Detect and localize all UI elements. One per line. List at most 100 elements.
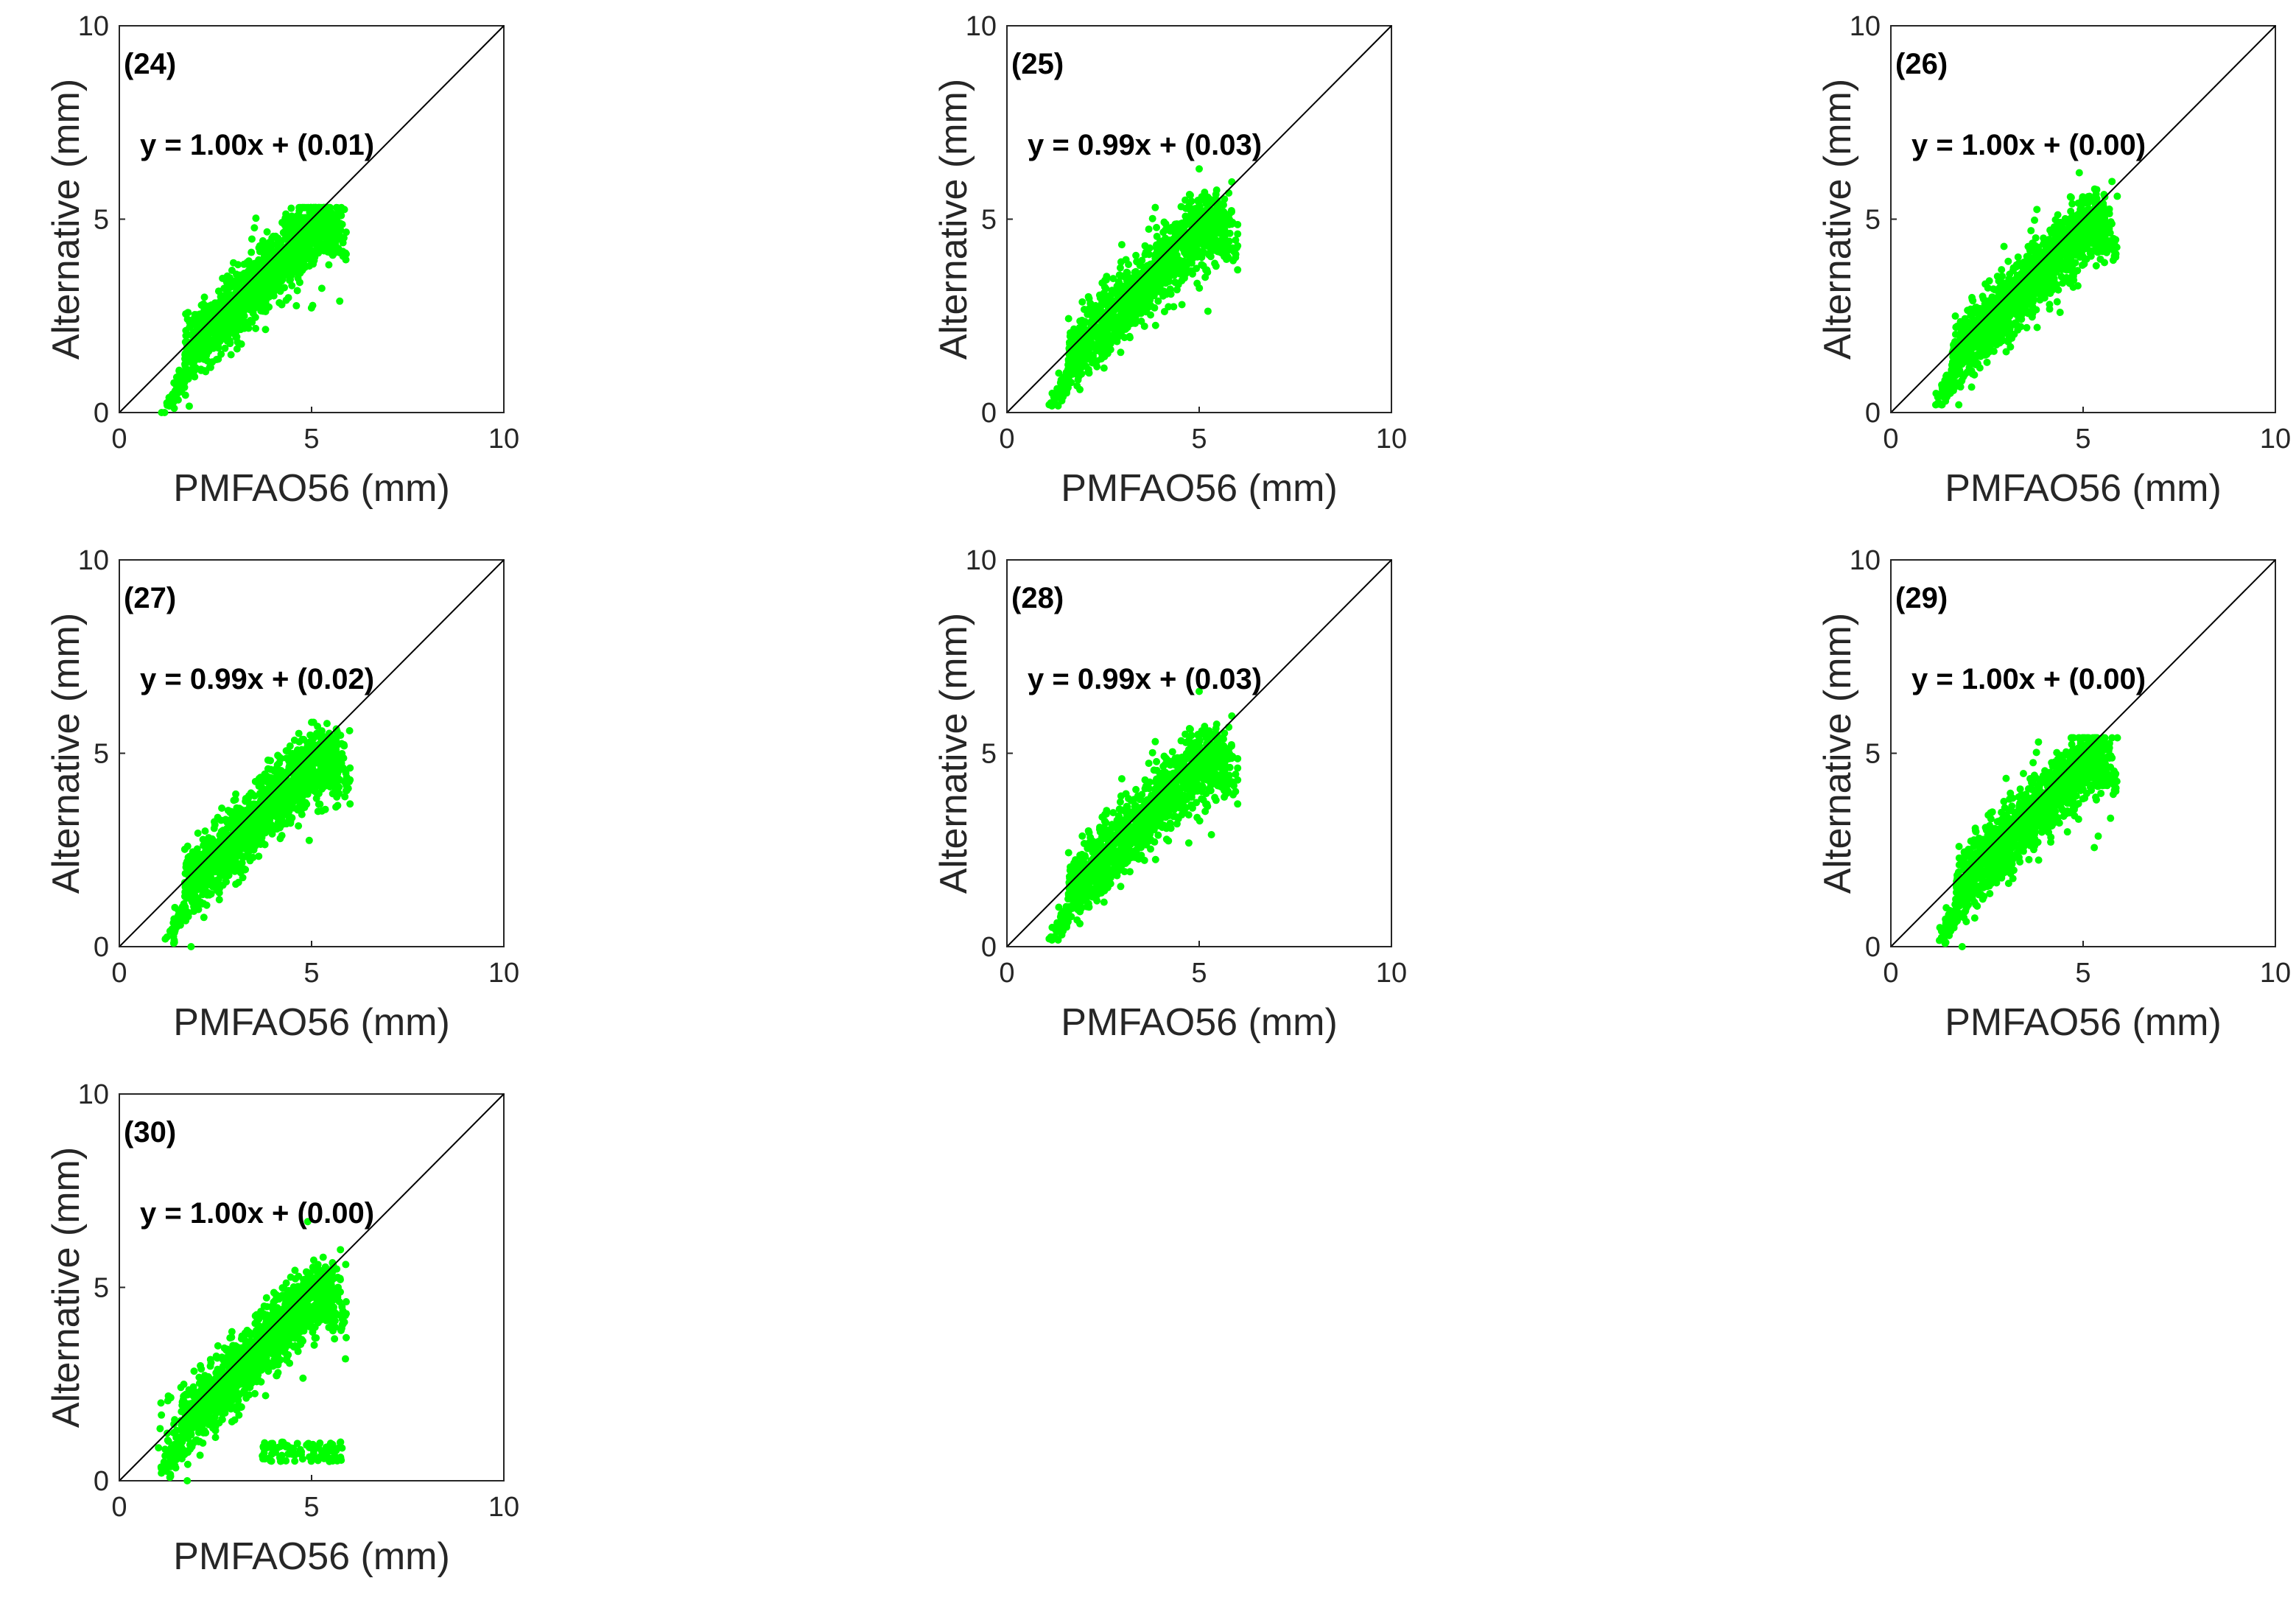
scatter-point — [327, 247, 334, 254]
scatter-point — [234, 310, 241, 318]
scatter-point — [1978, 340, 1985, 347]
scatter-point — [2006, 270, 2013, 278]
scatter-point — [234, 297, 241, 304]
scatter-point — [1224, 253, 1232, 261]
scatter-point — [2032, 264, 2039, 272]
scatter-point — [290, 242, 298, 249]
scatter-point — [270, 233, 277, 240]
scatter-point — [1969, 296, 1976, 304]
scatter-point — [1173, 286, 1181, 293]
scatter-point — [1141, 242, 1148, 250]
scatter-point — [1161, 308, 1168, 315]
scatter-point — [218, 804, 225, 812]
scatter-point — [1065, 356, 1072, 363]
scatter-point — [2076, 169, 2083, 177]
scatter-point — [292, 302, 300, 309]
y-tick-label: 5 — [94, 205, 109, 236]
scatter-point — [2049, 285, 2056, 292]
regression-equation: y = 1.00x + (0.01) — [140, 129, 374, 161]
scatter-point — [2077, 238, 2085, 245]
scatter-point — [1988, 293, 1995, 301]
scatter-point — [228, 351, 235, 358]
scatter-point — [1965, 320, 1972, 327]
scatter-point — [181, 350, 189, 357]
scatter-point — [1967, 350, 1975, 357]
y-tick-label: 10 — [966, 11, 997, 42]
scatter-point — [1144, 301, 1151, 309]
scatter-point — [191, 351, 198, 358]
scatter-point — [1168, 290, 1175, 298]
scatter-point — [187, 321, 194, 329]
scatter-point — [303, 236, 310, 244]
scatter-point — [2042, 290, 2049, 297]
scatter-point — [1149, 215, 1156, 222]
scatter-point — [1196, 284, 1203, 292]
scatter-point — [1071, 368, 1078, 375]
scatter-point — [1153, 224, 1160, 231]
scatter-point — [2012, 292, 2019, 300]
scatter-point — [1185, 202, 1193, 209]
scatter-point — [2053, 229, 2060, 236]
scatter-point — [1088, 325, 1095, 332]
scatter-point — [1196, 233, 1204, 240]
scatter-point — [2046, 306, 2054, 313]
scatter-point — [314, 216, 321, 223]
scatter-point — [185, 375, 192, 382]
x-tick-label: 10 — [2260, 424, 2291, 455]
scatter-point — [1145, 279, 1153, 287]
scatter-point — [1187, 258, 1194, 265]
scatter-point — [1126, 334, 1134, 341]
scatter-point — [2015, 253, 2022, 261]
scatter-point — [232, 790, 239, 798]
scatter-point — [1076, 318, 1084, 325]
scatter-point — [287, 205, 295, 212]
scatter-point — [171, 404, 178, 412]
scatter-point — [296, 259, 303, 267]
scatter-point — [1179, 240, 1186, 248]
scatter-point — [1165, 236, 1173, 244]
scatter-point — [1981, 281, 1989, 288]
scatter-point — [2079, 195, 2086, 203]
scatter-point — [1084, 368, 1092, 376]
regression-equation: y = 1.00x + (0.00) — [1911, 129, 2146, 161]
scatter-point — [2032, 306, 2040, 313]
scatter-point — [1156, 270, 1164, 277]
scatter-point — [278, 301, 286, 309]
scatter-point — [2093, 262, 2100, 270]
scatter-point — [1137, 309, 1144, 317]
scatter-point — [1109, 275, 1117, 282]
scatter-point — [226, 274, 234, 281]
scatter-point — [243, 259, 250, 266]
scatter-point — [335, 226, 343, 234]
scatter-point — [1979, 292, 1987, 300]
panel-label: (26) — [1895, 48, 1948, 80]
scatter-point — [1200, 262, 1207, 270]
scatter-point — [2088, 253, 2095, 260]
scatter-point — [1935, 399, 1942, 407]
scatter-point — [264, 252, 271, 259]
scatter-point — [1112, 289, 1119, 296]
scatter-point — [1942, 392, 1950, 399]
scatter-point — [194, 830, 202, 837]
scatter-point — [201, 324, 208, 332]
scatter-point — [1170, 303, 1177, 310]
scatter-point — [1218, 249, 1225, 256]
scatter-point — [1103, 273, 1110, 280]
scatter-point — [312, 236, 319, 243]
scatter-point — [2031, 217, 2038, 224]
scatter-point — [1159, 290, 1166, 297]
scatter-point — [1210, 225, 1217, 233]
scatter-point — [1125, 261, 1132, 268]
scatter-point — [210, 345, 217, 352]
scatter-point — [2096, 256, 2104, 263]
scatter-point — [1134, 259, 1142, 266]
x-axis-title: PMFAO56 (mm) — [1061, 467, 1338, 510]
scatter-point — [1234, 266, 1241, 273]
scatter-point — [1084, 355, 1092, 362]
scatter-point — [1194, 197, 1201, 205]
scatter-point — [228, 321, 236, 329]
scatter-point — [1102, 339, 1109, 346]
